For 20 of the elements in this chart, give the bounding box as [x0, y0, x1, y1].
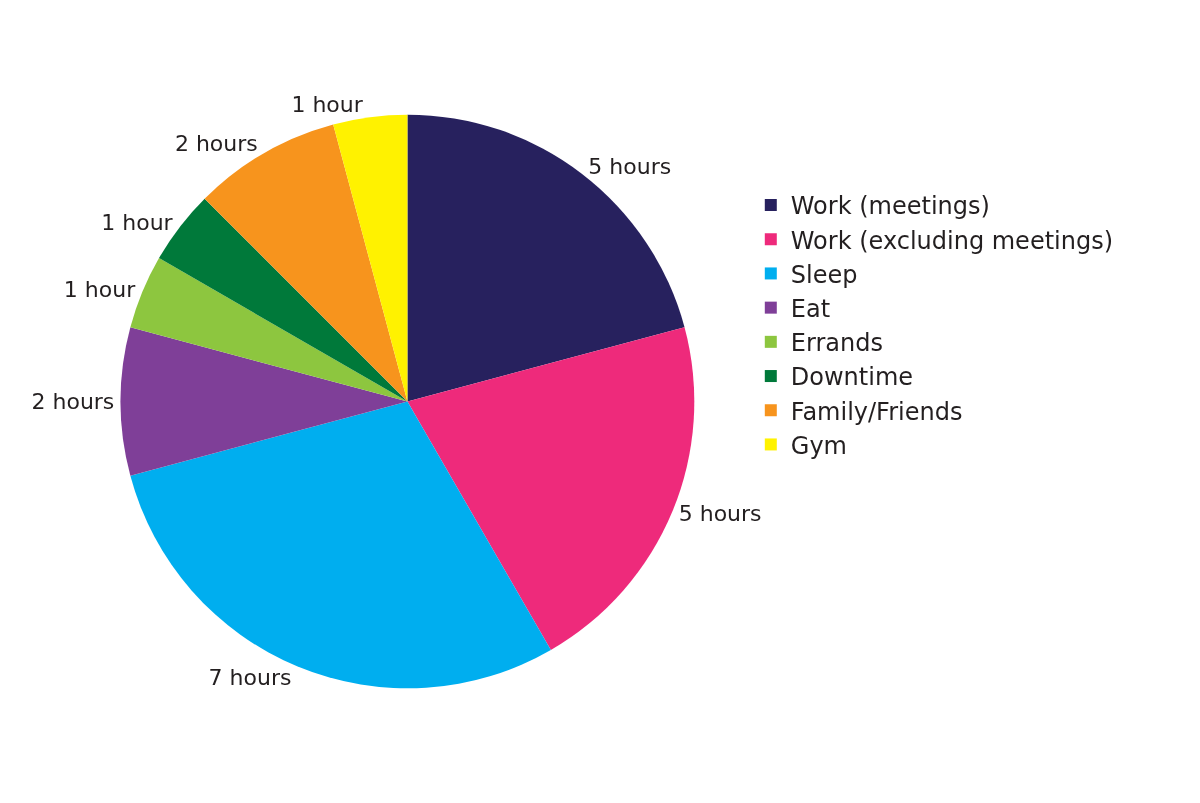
data-label: 7 hours: [208, 664, 292, 690]
data-label: 5 hours: [678, 500, 762, 526]
legend-label: Gym: [790, 431, 847, 460]
legend-label: Downtime: [790, 363, 914, 392]
legend-label: Work (meetings): [790, 192, 990, 221]
legend-label: Eat: [790, 295, 831, 323]
data-label: 1 hour: [291, 92, 364, 118]
legend-label: Family/Friends: [790, 397, 963, 426]
legend-label: Work (excluding meetings): [790, 226, 1114, 255]
pie-slice: [130, 401, 551, 689]
pie-slice: [407, 114, 685, 402]
data-label: 1 hour: [63, 277, 137, 303]
legend-label: Sleep: [790, 260, 858, 289]
data-label: 5 hours: [588, 153, 672, 179]
data-label: 2 hours: [31, 389, 115, 414]
legend-label: Errands: [790, 329, 883, 358]
pie-slice: [407, 327, 695, 650]
data-label: 2 hours: [174, 131, 258, 157]
data-label: 1 hour: [101, 209, 174, 235]
pie-slice: [120, 327, 408, 476]
